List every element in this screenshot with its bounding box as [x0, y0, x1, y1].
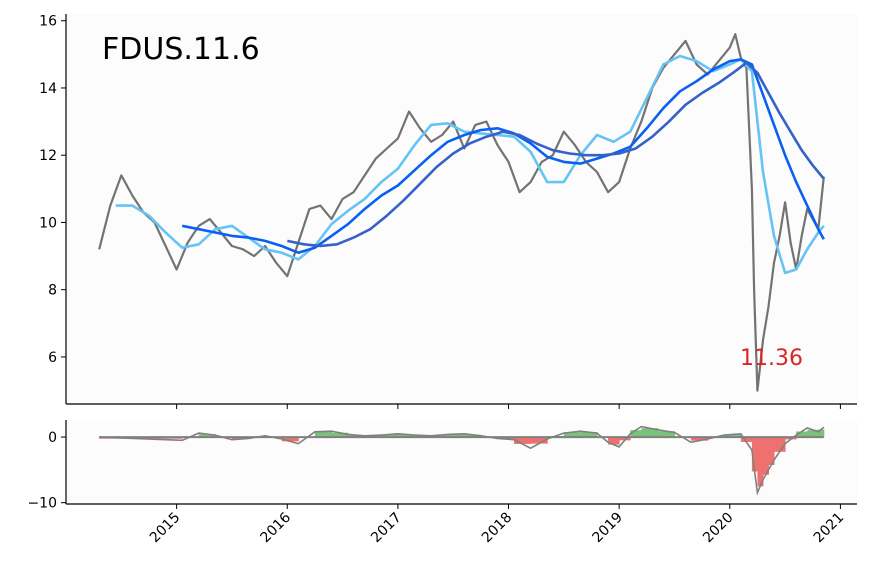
histogram-bar — [281, 437, 299, 442]
histogram-bar — [464, 434, 482, 438]
sub-x-tick-label: 2020 — [700, 510, 737, 547]
histogram-bar — [818, 429, 825, 438]
sub-x-tick-label: 2018 — [479, 510, 516, 547]
last-value-label: 11.36 — [740, 346, 803, 371]
histogram-bar — [447, 434, 465, 438]
histogram-bar — [630, 430, 642, 438]
histogram-bar — [563, 432, 581, 438]
sub-x-tick-label: 2021 — [811, 510, 848, 547]
sub-y-tick-label: 0 — [48, 430, 57, 446]
histogram-bar — [530, 437, 548, 444]
chart-title: FDUS.11.6 — [102, 32, 260, 67]
histogram-bar — [580, 432, 598, 438]
histogram-bar — [751, 437, 758, 472]
histogram-bar — [381, 434, 399, 438]
histogram-bar — [724, 434, 742, 438]
histogram-bar — [657, 431, 675, 438]
main-y-tick-label: 8 — [48, 283, 57, 299]
sub-bar-layer — [99, 425, 825, 496]
sub-x-tick-layer: 2015 2016 2017 2018 2019 2020 2021 — [147, 504, 847, 546]
main-y-tick-label: 16 — [39, 14, 57, 30]
histogram-bar — [740, 437, 753, 442]
main-x-tick-layer — [176, 404, 841, 409]
series-line-ma_long — [287, 61, 825, 248]
main-plot-area — [66, 14, 857, 404]
main-price-line-layer — [98, 33, 825, 392]
main-y-tick-layer: 6 8 10 12 14 16 — [39, 14, 66, 366]
histogram-bar — [314, 431, 333, 438]
main-y-tick-label: 6 — [48, 350, 57, 366]
histogram-bar — [331, 432, 349, 438]
histogram-bar — [198, 434, 216, 438]
histogram-bar — [691, 437, 709, 441]
histogram-bar — [608, 437, 620, 445]
sub-x-tick-label: 2016 — [258, 509, 295, 546]
sub-y-tick-label: −10 — [27, 496, 57, 512]
histogram-bar — [796, 431, 808, 438]
series-line-price — [98, 33, 825, 392]
main-y-tick-label: 14 — [39, 81, 57, 97]
histogram-bar — [641, 428, 659, 438]
main-y-tick-label: 10 — [39, 215, 57, 231]
histogram-bar — [768, 437, 775, 465]
histogram-bar — [514, 437, 532, 444]
histogram-bar — [757, 437, 764, 487]
series-line-ma_mid — [181, 58, 825, 254]
histogram-outline — [99, 425, 825, 496]
histogram-bar — [807, 429, 819, 438]
sub-x-tick-label: 2017 — [368, 510, 405, 547]
sub-x-tick-label: 2015 — [147, 510, 184, 547]
histogram-bar — [762, 437, 769, 475]
sub-x-tick-label: 2019 — [589, 510, 626, 547]
sub-plot-area — [66, 420, 857, 504]
histogram-bar — [774, 437, 786, 452]
histogram-bar — [619, 437, 631, 441]
histogram-bar — [397, 434, 415, 438]
sub-y-tick-layer: 0 −10 — [27, 430, 66, 512]
main-y-tick-label: 12 — [39, 148, 57, 164]
